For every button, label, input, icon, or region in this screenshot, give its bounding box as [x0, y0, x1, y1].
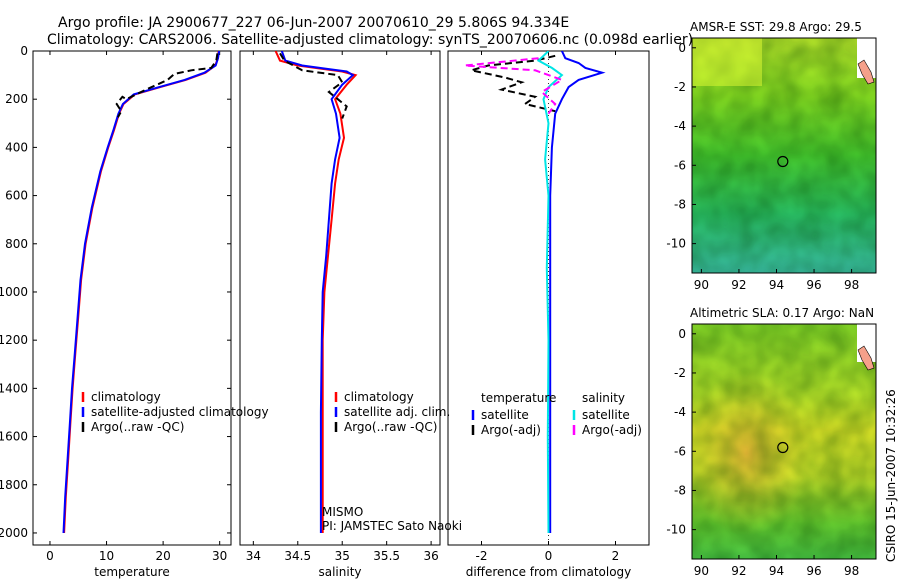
difference-legend-header-salinity: salinity	[582, 391, 625, 405]
sst-map-xtick-label: 94	[769, 278, 784, 292]
sst-map-ytick-label: -8	[674, 197, 686, 211]
difference-line-temperature-argo-adj-	[471, 54, 556, 113]
temperature-ytick-label: 800	[5, 237, 28, 251]
difference-legend-header-temperature: temperature	[481, 391, 556, 405]
sst-warm-patch	[692, 38, 762, 86]
temperature-line-argo-raw-qc-	[115, 53, 219, 118]
temperature-legend-label: Argo(..raw -QC)	[91, 420, 184, 434]
sla-map: 90 92 94 96 98 0 -2 -4 -6 -8 -10	[666, 323, 877, 578]
temperature-ytick-label: 0	[20, 44, 28, 58]
salinity-xtick-label: 35	[335, 549, 350, 563]
csiro-stamp: CSIRO 15-Jun-2007 10:32:26	[884, 389, 898, 562]
salinity-xlabel: salinity	[318, 565, 361, 579]
sst-map-ytick-label: 0	[678, 41, 686, 55]
sla-map-frame	[691, 323, 877, 560]
difference-legend-label: Argo(-adj)	[582, 423, 642, 437]
sst-map-xtick-label: 96	[806, 278, 821, 292]
sst-map-xtick-label: 92	[731, 278, 746, 292]
sst-map-title: AMSR-E SST: 29.8 Argo: 29.5	[690, 20, 862, 34]
temperature-xtick-label: 20	[155, 549, 170, 563]
sla-map-ytick-label: -2	[674, 366, 686, 380]
sst-map-frame	[691, 37, 877, 274]
sla-map-title: Altimetric SLA: 0.17 Argo: NaN	[690, 306, 874, 320]
temperature-legend-label: satellite-adjusted climatology	[91, 405, 269, 419]
difference-xtick-label: 0	[545, 549, 553, 563]
sst-map-ytick-label: -2	[674, 80, 686, 94]
sla-map-ytick-label: -10	[666, 523, 686, 537]
salinity-legend-label: climatology	[344, 390, 414, 404]
sla-map-ytick-label: -4	[674, 405, 686, 419]
temperature-series	[62, 51, 221, 534]
salinity-annotation: MISMO	[322, 505, 363, 519]
sla-map-xtick-label: 98	[844, 564, 859, 578]
salinity-xtick-label: 34.5	[284, 549, 311, 563]
sst-map-xtick-label: 90	[694, 278, 709, 292]
temperature-ytick-label: 1600	[0, 430, 28, 444]
temperature-ytick-label: 2000	[0, 526, 28, 540]
salinity-xtick-label: 36	[423, 549, 438, 563]
temperature-xtick-label: 10	[99, 549, 114, 563]
sla-map-ytick-label: 0	[678, 327, 686, 341]
difference-panel: -2 0 2 difference from climatology temperatu…	[447, 50, 650, 579]
difference-line-temperature-satellite	[549, 51, 606, 533]
temperature-xtick-label: 30	[212, 549, 227, 563]
salinity-line-climatology	[274, 51, 358, 533]
difference-line-salinity-argo-adj-	[464, 57, 565, 115]
sla-map-xtick-label: 92	[731, 564, 746, 578]
difference-legend-label: Argo(-adj)	[481, 423, 541, 437]
difference-legend-label: satellite	[582, 408, 630, 422]
sla-texture	[692, 324, 876, 559]
salinity-legend-label: satellite adj. clim.	[344, 405, 450, 419]
temperature-line-satellite-adjusted-climatology	[62, 51, 221, 534]
figure-title-line2: Climatology: CARS2006. Satellite-adjuste…	[47, 32, 693, 48]
temperature-panel: 0 10 20 30 0 200 400 600 800 1000 1200 1400 1600 1800…	[0, 44, 269, 579]
temperature-line-climatology	[63, 51, 220, 534]
difference-xlabel: difference from climatology	[466, 565, 632, 579]
sla-map-ytick-label: -8	[674, 483, 686, 497]
sla-argo-marker	[777, 441, 789, 454]
sla-axes: 90 92 94 96 98 0 -2 -4 -6 -8 -10	[666, 327, 859, 578]
salinity-annotation: PI: JAMSTEC Sato Naoki	[322, 519, 462, 533]
difference-line-salinity-satellite	[536, 51, 564, 534]
sst-argo-marker	[777, 155, 789, 168]
temperature-xtick-label: 0	[46, 549, 54, 563]
salinity-xtick-label: 34	[246, 549, 261, 563]
salinity-legend-label: Argo(..raw -QC)	[344, 420, 437, 434]
salinity-line-argo-raw-qc-	[279, 52, 348, 119]
temperature-ytick-label: 400	[5, 140, 28, 154]
temperature-ytick-label: 1200	[0, 333, 28, 347]
temperature-frame	[32, 50, 232, 546]
temperature-legend-label: climatology	[91, 390, 161, 404]
salinity-xtick-label: 35.5	[373, 549, 400, 563]
salinity-panel: 34 34.5 35 35.5 36 salinity climatologysatelli…	[239, 50, 462, 579]
sst-axes: 90 92 94 96 98 0 -2 -4 -6 -8 -10	[666, 41, 859, 292]
sla-map-xtick-label: 96	[806, 564, 821, 578]
salinity-series	[274, 51, 358, 533]
temperature-xlabel: temperature	[94, 565, 169, 579]
sla-map-ytick-label: -6	[674, 444, 686, 458]
sst-map-ytick-label: -4	[674, 119, 686, 133]
difference-legend-label: satellite	[481, 408, 529, 422]
sla-map-xtick-label: 90	[694, 564, 709, 578]
difference-xtick-label: 2	[612, 549, 620, 563]
csiro-stamp-text: CSIRO 15-Jun-2007 10:32:26	[884, 389, 898, 562]
salinity-line-satellite-adj-clim-	[280, 51, 355, 533]
sst-map: 90 92 94 96 98 0 -2 -4 -6 -8 -10	[666, 37, 877, 292]
difference-xtick-label: -2	[476, 549, 488, 563]
salinity-frame	[239, 50, 441, 546]
temperature-ytick-label: 1000	[0, 285, 28, 299]
temperature-ytick-label: 1800	[0, 478, 28, 492]
temperature-ytick-label: 1400	[0, 381, 28, 395]
sst-map-xtick-label: 98	[844, 278, 859, 292]
temperature-ytick-label: 600	[5, 189, 28, 203]
temperature-ytick-label: 200	[5, 92, 28, 106]
sla-island	[857, 345, 875, 371]
figure-title-line1: Argo profile: JA 2900677_227 06-Jun-2007…	[58, 15, 569, 31]
sst-map-ytick-label: -6	[674, 158, 686, 172]
sst-island	[857, 59, 875, 85]
difference-series	[464, 51, 606, 534]
sla-map-xtick-label: 94	[769, 564, 784, 578]
sst-map-ytick-label: -10	[666, 237, 686, 251]
